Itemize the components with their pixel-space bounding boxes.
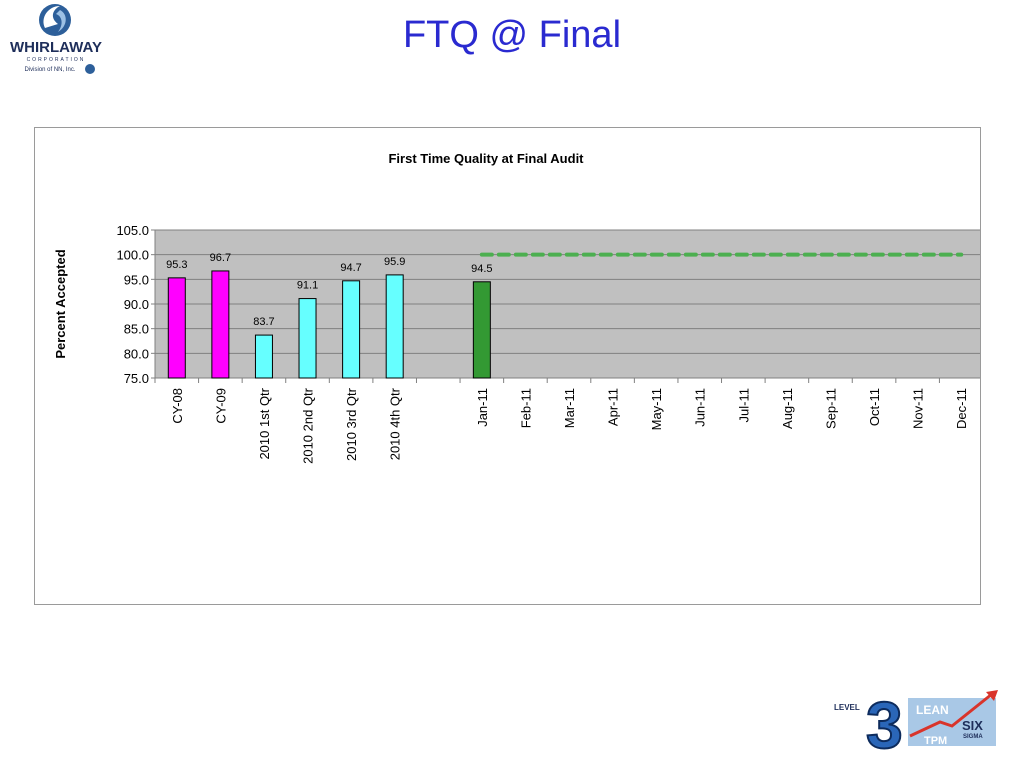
chart-svg: First Time Quality at Final Audit Percen…: [53, 151, 980, 464]
logo-swirl-icon: [39, 4, 71, 36]
bar: [254, 334, 273, 379]
badge-tpm: TPM: [924, 735, 947, 747]
value-label: 96.7: [210, 252, 231, 264]
logo-sub: CORPORATION: [27, 57, 86, 63]
bar: [472, 281, 491, 379]
x-tick-label: Nov-11: [911, 388, 926, 429]
badge-sigma: SIGMA: [963, 734, 983, 740]
logo-name: WHIRLAWAY: [10, 39, 102, 56]
value-label: 94.5: [471, 263, 492, 275]
whirlaway-logo: WHIRLAWAY CORPORATION Division of NN, In…: [10, 4, 102, 74]
bar: [342, 280, 361, 379]
y-tick-label: 85.0: [124, 322, 149, 337]
x-tick-label: Mar-11: [562, 388, 577, 428]
bars: [167, 270, 491, 379]
page-title: FTQ @ Final: [402, 14, 622, 56]
x-tick-label: May-11: [649, 388, 664, 430]
x-tick-label: Sep-11: [823, 388, 838, 429]
badge-arrow-icon: [909, 692, 993, 738]
x-tick-label: Aug-11: [780, 388, 795, 429]
badge-arrowhead-icon: [986, 690, 998, 701]
badge-lean: LEAN: [916, 703, 949, 717]
x-tick-label: CY-09: [213, 388, 228, 424]
bar: [385, 274, 404, 379]
badge-level-number: 3: [866, 688, 903, 750]
y-tick-label: 90.0: [124, 297, 149, 312]
x-tick-label: Jul-11: [736, 388, 751, 422]
x-tick-label: Jan-11: [475, 388, 490, 427]
value-label: 91.1: [297, 280, 318, 292]
x-tick-label: CY-08: [170, 388, 185, 424]
value-label: 94.7: [340, 262, 361, 274]
badge-six: SIX: [962, 718, 983, 733]
chart-frame: First Time Quality at Final Audit Percen…: [34, 127, 981, 605]
badge-panel: [908, 698, 996, 746]
value-label: 95.9: [384, 256, 405, 268]
value-labels: 95.3 96.7 83.7 91.1 94.7 95.9 94.5: [166, 252, 492, 328]
value-label: 95.3: [166, 259, 187, 271]
x-tick-label: Dec-11: [954, 388, 969, 429]
logo-division: Division of NN, Inc.: [24, 67, 75, 73]
x-tick-label: Feb-11: [518, 388, 533, 428]
bar: [298, 298, 317, 379]
badge-level-text: LEVEL: [834, 703, 860, 712]
x-tick-label: 2010 1st Qtr: [257, 387, 272, 459]
x-tick-label: 2010 4th Qtr: [388, 387, 403, 460]
gridlines: [151, 229, 980, 383]
y-axis-label: Percent Accepted: [53, 249, 68, 358]
value-label: 83.7: [253, 316, 274, 328]
lean-six-sigma-badge: LEVEL 3 LEAN SIX SIGMA TPM: [834, 687, 998, 750]
x-tick-label: Oct-11: [867, 388, 882, 426]
chart-title: First Time Quality at Final Audit: [388, 151, 584, 166]
y-tick-labels: 75.0 80.0 85.0 90.0 95.0 100.0 105.0: [116, 223, 149, 386]
x-tick-label: Apr-11: [606, 388, 621, 426]
x-tick-labels: CY-08 CY-09 2010 1st Qtr 2010 2nd Qtr 2010 3…: [170, 387, 969, 464]
y-tick-label: 105.0: [116, 223, 149, 238]
x-tick-label: 2010 2nd Qtr: [301, 387, 316, 464]
bar: [167, 277, 186, 379]
y-tick-label: 75.0: [124, 371, 149, 386]
nn-badge-icon: [85, 64, 95, 74]
y-tick-label: 95.0: [124, 272, 149, 287]
y-tick-label: 100.0: [116, 248, 149, 263]
x-tick-label: Jun-11: [693, 388, 708, 427]
bar: [211, 270, 230, 379]
x-tick-label: 2010 3rd Qtr: [344, 387, 359, 461]
y-tick-label: 80.0: [124, 346, 149, 361]
